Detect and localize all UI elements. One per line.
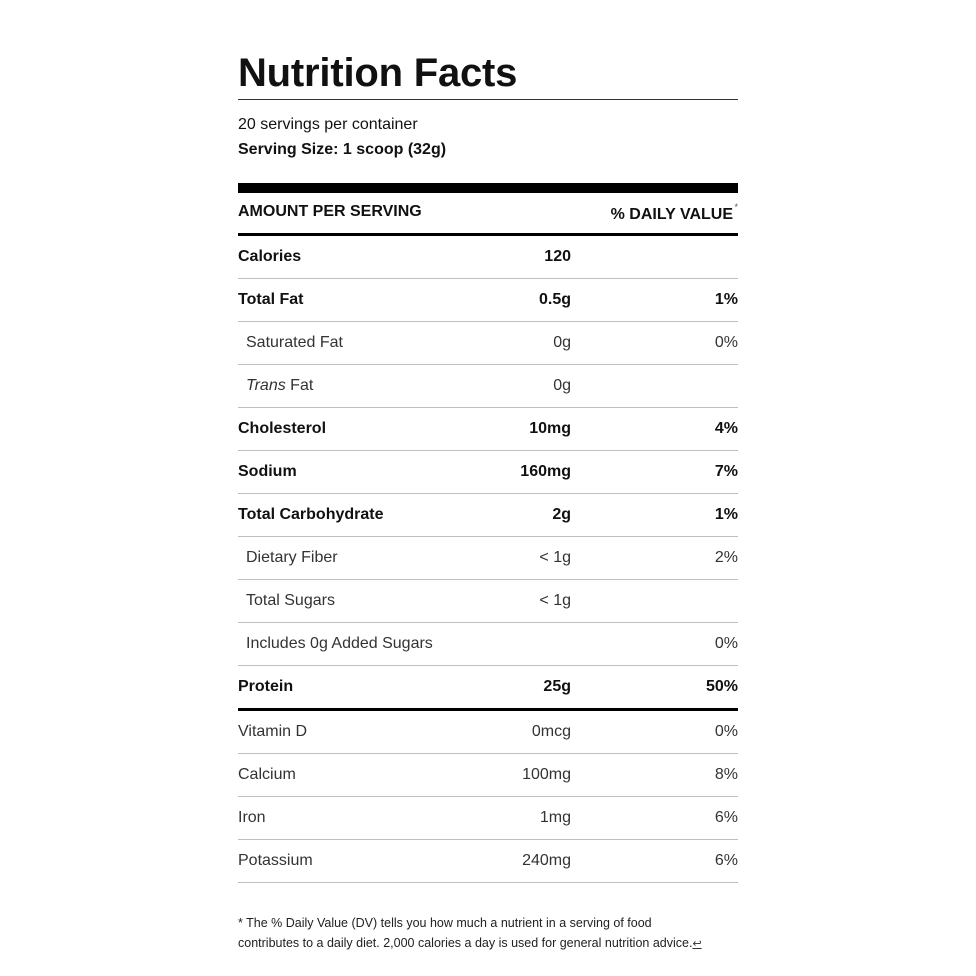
nutrient-name: Total Sugars <box>246 592 335 609</box>
nutrient-amount: 1mg <box>539 809 571 826</box>
nutrient-name: Total Carbohydrate <box>238 506 384 523</box>
nutrient-row-total-carbohydrate: Total Carbohydrate 2g 1% <box>238 494 738 537</box>
nutrient-name: Protein <box>238 678 294 695</box>
nutrient-row-total-sugars: Total Sugars < 1g <box>238 580 738 623</box>
amount-per-serving-header: AMOUNT PER SERVING <box>238 203 422 220</box>
nutrient-row-total-fat: Total Fat 0.5g 1% <box>238 279 738 322</box>
nutrient-amount: 0mcg <box>531 723 571 740</box>
nutrient-name: Calories <box>238 248 302 265</box>
thick-divider <box>238 183 738 193</box>
nutrient-row-added-sugars: Includes 0g Added Sugars 0% <box>238 623 738 666</box>
trans-fat-rest: Fat <box>285 377 314 394</box>
label-title: Nutrition Facts <box>238 50 738 100</box>
nutrient-name: Cholesterol <box>238 420 327 437</box>
nutrient-name: Trans Fat <box>246 377 313 395</box>
nutrient-daily-value: 0% <box>714 334 738 351</box>
nutrient-name: Includes 0g Added Sugars <box>246 635 433 652</box>
vitamin-row-vitamin-d: Vitamin D 0mcg 0% <box>238 711 738 754</box>
column-header-row: AMOUNT PER SERVING % DAILY VALUE * <box>238 193 738 236</box>
nutrient-amount: 160mg <box>520 463 571 480</box>
footnote-line-2-text: contributes to a daily diet. 2,000 calor… <box>238 936 693 950</box>
nutrient-name: Potassium <box>238 852 313 869</box>
nutrient-row-dietary-fiber: Dietary Fiber < 1g 2% <box>238 537 738 580</box>
nutrient-name: Vitamin D <box>238 723 308 740</box>
nutrient-row-saturated-fat: Saturated Fat 0g 0% <box>238 322 738 365</box>
nutrient-row-protein: Protein 25g 50% <box>238 666 738 711</box>
footnote-line-1: * The % Daily Value (DV) tells you how m… <box>238 916 652 930</box>
nutrient-amount: 10mg <box>529 420 571 437</box>
vitamin-row-iron: Iron 1mg 6% <box>238 797 738 840</box>
nutrient-name: Calcium <box>238 766 296 783</box>
nutrient-amount: 120 <box>544 248 571 265</box>
nutrient-daily-value: 7% <box>714 463 738 480</box>
nutrition-facts-label: Nutrition Facts 20 servings per containe… <box>238 50 738 954</box>
trans-label: Trans <box>246 377 286 394</box>
nutrient-name: Iron <box>238 809 266 826</box>
nutrient-amount: 0g <box>553 334 571 351</box>
nutrient-amount: 240mg <box>522 852 571 869</box>
nutrient-daily-value: 6% <box>714 852 738 869</box>
nutrient-name: Saturated Fat <box>246 334 343 351</box>
nutrient-amount: 100mg <box>522 766 571 783</box>
daily-value-header: % DAILY VALUE * <box>611 193 738 224</box>
nutrient-row-sodium: Sodium 160mg 7% <box>238 451 738 494</box>
footnote-return-icon[interactable]: ↩ <box>692 938 702 950</box>
nutrient-daily-value: 1% <box>714 291 738 308</box>
vitamin-row-potassium: Potassium 240mg 6% <box>238 840 738 883</box>
nutrient-daily-value: 6% <box>714 809 738 826</box>
nutrient-amount: 2g <box>552 506 571 523</box>
nutrient-daily-value: 8% <box>714 766 738 783</box>
daily-value-footnote-marker: * <box>734 202 738 212</box>
servings-per-container: 20 servings per container <box>238 116 418 133</box>
nutrient-daily-value: 2% <box>714 549 738 566</box>
nutrient-daily-value: 0% <box>714 635 738 652</box>
daily-value-header-label: % DAILY VALUE <box>610 206 733 223</box>
serving-size: Serving Size: 1 scoop (32g) <box>238 141 447 158</box>
nutrient-daily-value: 1% <box>714 506 738 523</box>
nutrient-amount: 0g <box>553 377 571 394</box>
nutrient-name: Total Fat <box>238 291 304 308</box>
nutrient-amount: < 1g <box>539 549 571 566</box>
vitamin-row-calcium: Calcium 100mg 8% <box>238 754 738 797</box>
nutrient-name: Sodium <box>238 463 297 480</box>
footnote-line-2: contributes to a daily diet. 2,000 calor… <box>238 933 738 954</box>
nutrient-amount: 25g <box>543 678 571 695</box>
nutrient-daily-value: 0% <box>714 723 738 740</box>
nutrient-daily-value: 4% <box>714 420 738 437</box>
nutrient-row-cholesterol: Cholesterol 10mg 4% <box>238 408 738 451</box>
nutrient-row-trans-fat: Trans Fat 0g <box>238 365 738 408</box>
nutrient-row-calories: Calories 120 <box>238 236 738 279</box>
nutrient-daily-value: 50% <box>705 678 738 695</box>
daily-value-footnote: * The % Daily Value (DV) tells you how m… <box>238 913 738 954</box>
nutrient-amount: < 1g <box>539 592 571 609</box>
nutrient-amount: 0.5g <box>538 291 571 308</box>
nutrient-name: Dietary Fiber <box>246 549 338 566</box>
